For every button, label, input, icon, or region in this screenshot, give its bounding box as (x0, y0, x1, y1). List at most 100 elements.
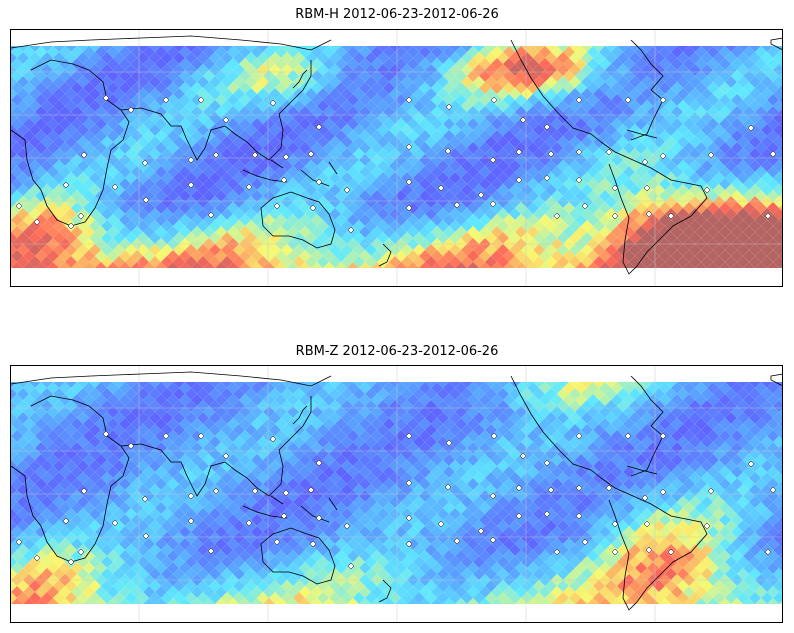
rbm-h-field-cell (371, 262, 383, 268)
rbm-h-station-marker (575, 96, 583, 104)
rbm-h-field-cell (473, 46, 485, 52)
rbm-h-field-cell (59, 274, 71, 286)
rbm-h-field-cell (659, 274, 671, 286)
rbm-z-field-cell (779, 481, 782, 487)
rbm-h-field-cell (443, 274, 455, 286)
rbm-h-field-cell (779, 157, 782, 163)
rbm-h-field-cell (131, 274, 143, 286)
rbm-h-field-cells (11, 46, 782, 286)
rbm-h-field-cell (167, 274, 179, 286)
rbm-h-field-cell (731, 262, 743, 268)
rbm-z-field-cell (773, 388, 782, 400)
rbm-h-field-cell (377, 46, 389, 52)
rbm-h-field-cell (779, 193, 782, 199)
rbm-h-field-cell (293, 46, 305, 52)
rbm-h-field-cell (431, 262, 443, 268)
rbm-h-field-cell (635, 274, 647, 286)
rbm-h-field-cell (695, 274, 707, 286)
rbm-h-field-cell (287, 262, 299, 268)
rbm-h-field-cell (779, 205, 782, 211)
rbm-h-field-cell (557, 46, 569, 52)
rbm-z-field-cell (725, 382, 737, 388)
rbm-h-field-cell (335, 262, 347, 268)
rbm-z-field-cell (11, 556, 17, 568)
rbm-h-station-marker (489, 156, 497, 164)
rbm-h-field-cell (155, 262, 167, 268)
rbm-z-field-cell (473, 382, 485, 388)
rbm-h-field-cell (29, 268, 41, 280)
rbm-h-field-cell (485, 268, 497, 280)
rbm-h-station-marker (641, 158, 649, 166)
rbm-h-field-cell (347, 262, 359, 268)
rbm-z-field-cell (545, 382, 557, 388)
rbm-z-field-cell (269, 382, 281, 388)
rbm-h-field-cell (47, 274, 59, 286)
rbm-h-field-cell (503, 262, 515, 268)
rbm-h-field-cell (311, 274, 323, 286)
rbm-h-field-cell (341, 268, 353, 280)
rbm-h-field-cell (617, 46, 629, 52)
rbm-h-station-marker (515, 176, 523, 184)
rbm-z-field-cell (665, 382, 677, 388)
rbm-h-station-marker (547, 150, 555, 158)
rbm-h-field-cell (269, 46, 281, 52)
rbm-h-field-cell (551, 274, 563, 286)
rbm-h-station-marker (543, 174, 551, 182)
rbm-h-field-cell (35, 274, 47, 286)
rbm-h-field-cell (449, 268, 461, 280)
rbm-z-field-cell (779, 517, 782, 523)
rbm-h-station-marker (581, 202, 589, 210)
rbm-h-field-cell (305, 46, 317, 52)
rbm-h-station-marker (444, 147, 452, 155)
rbm-h-station-marker (747, 124, 755, 132)
rbm-z-field-cell (773, 436, 782, 448)
rbm-h-field-cell (773, 76, 782, 88)
rbm-z-field-cell (17, 382, 29, 388)
rbm-h-field-cell (677, 46, 689, 52)
rbm-h-field-cell (611, 274, 623, 286)
rbm-h-station-marker (309, 204, 317, 212)
rbm-h-field-cell (593, 46, 605, 52)
rbm-h-field-cell (53, 46, 65, 52)
rbm-h-field-cell (599, 274, 611, 286)
rbm-h-field-cell (779, 169, 782, 175)
rbm-h-field-cell (515, 262, 527, 268)
rbm-z-field-cell (605, 382, 617, 388)
rbm-h-field-cell (587, 262, 599, 268)
rbm-h-field-cell (773, 136, 782, 148)
rbm-h-station-marker (80, 151, 88, 159)
rbm-h-field-cell (425, 46, 437, 52)
rbm-h-station-marker (405, 143, 413, 151)
rbm-h-field-cell (773, 196, 782, 208)
rbm-h-field-cell (89, 268, 101, 280)
rbm-h-field-cell (305, 268, 317, 280)
rbm-h-field-cell (275, 262, 287, 268)
rbm-h-station-marker (62, 181, 70, 189)
rbm-h-field-cell (179, 274, 191, 286)
rbm-h-field-cell (779, 229, 782, 235)
rbm-z-field-cell (761, 382, 773, 388)
rbm-h-station-marker (605, 148, 613, 156)
rbm-h-field-cell (497, 268, 509, 280)
rbm-h-field-cell (773, 244, 782, 256)
rbm-h-station-marker (405, 96, 413, 104)
rbm-h-field-cell (725, 268, 737, 280)
rbm-h-stations (15, 94, 777, 234)
rbm-z-field-cell (749, 382, 761, 388)
rbm-h-field-cell (287, 274, 299, 286)
rbm-h-field-cell (779, 253, 782, 259)
rbm-z-field-cell (779, 385, 782, 391)
rbm-h-station-marker (67, 222, 75, 230)
rbm-h-station-marker (624, 96, 632, 104)
map-panel-rbm-h (10, 29, 783, 287)
rbm-h-field-cell (629, 268, 641, 280)
rbm-h-field-cell (779, 145, 782, 151)
rbm-h-station-marker (445, 103, 453, 111)
rbm-h-field-cell (11, 148, 17, 160)
rbm-z-field-cell (257, 382, 269, 388)
rbm-h-field-cell (215, 274, 227, 286)
rbm-z-field-cell (779, 493, 782, 499)
rbm-z-field-cell (773, 484, 782, 496)
rbm-z-field-cell (11, 496, 17, 508)
rbm-h-field-cell (545, 268, 557, 280)
